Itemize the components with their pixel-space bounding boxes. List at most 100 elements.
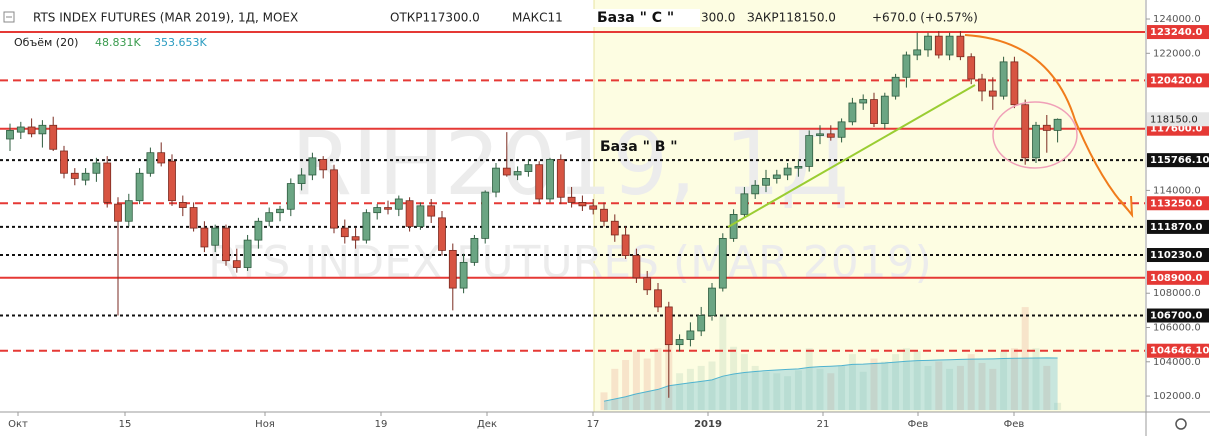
candle-body [27, 126, 36, 135]
candles [6, 31, 1062, 398]
candle-body [502, 167, 511, 176]
candle-body [697, 315, 706, 332]
volume-ma-area [604, 357, 1058, 410]
candle-body [232, 260, 241, 268]
candle-body [826, 133, 835, 138]
highlight-zone [594, 0, 1145, 412]
candle-body [157, 152, 166, 164]
candle-body [265, 212, 274, 222]
candle-body [405, 200, 414, 227]
volume-bar [816, 368, 824, 410]
collapse-icon[interactable] [3, 11, 15, 23]
trend-line [727, 84, 976, 228]
volume-bar [989, 368, 997, 410]
price-label: 110230.0 [1150, 250, 1203, 261]
candle-body [913, 49, 922, 56]
volume-bar [848, 354, 856, 410]
volume-bar [762, 371, 770, 410]
volume-bar [773, 373, 781, 410]
ohlc-change: +670.0 (+0.57%) [872, 11, 978, 25]
x-tick-label: Окт [8, 419, 28, 430]
x-tick-label: 21 [817, 419, 830, 430]
candle-body [718, 237, 727, 289]
candle-body [805, 135, 814, 167]
candle-body [459, 261, 468, 289]
candle-body [924, 35, 932, 51]
volume-bar [881, 361, 889, 410]
candle-body [513, 171, 522, 176]
x-tick-label: 15 [119, 419, 132, 430]
arrow-head [1119, 195, 1134, 219]
volume-bar [1032, 348, 1040, 410]
candle-body [427, 205, 436, 217]
price-label-box [1147, 308, 1209, 323]
x-tick-label: Фев [908, 419, 929, 430]
x-tick-label: Ноя [255, 419, 275, 430]
candle-body [438, 217, 446, 251]
volume-bar [1000, 351, 1008, 410]
candle-body [956, 35, 965, 58]
volume-bar [1010, 348, 1018, 410]
volume-bar [740, 354, 748, 410]
candle-body [1032, 124, 1040, 159]
candle-body [1053, 118, 1062, 131]
x-tick-label: Фев [1004, 419, 1025, 430]
ohlc-open: ОТКР117300.0 [390, 11, 480, 25]
ohlc-high: МАКС11 [512, 11, 563, 25]
price-label: 117600.0 [1150, 124, 1203, 135]
annotation: База " B " [600, 139, 678, 155]
candle-body [308, 157, 317, 176]
candle-body [49, 124, 58, 150]
time-axis: Окт 15 Ноя 19 Дек 17 2019 21 Фев Фев [8, 412, 1024, 430]
candle-body [945, 35, 954, 56]
candle-body [654, 289, 662, 308]
volume-bar [870, 358, 878, 410]
candle-body [589, 205, 598, 210]
price-label: 123240.0 [1150, 27, 1203, 38]
volume-bar [708, 361, 716, 410]
price-label-box [1147, 343, 1209, 358]
y-tick-label: 102000.0 [1153, 391, 1201, 402]
candle-body [384, 207, 392, 210]
candle-body [567, 196, 576, 203]
candle-body [103, 162, 112, 203]
candle-body [578, 202, 587, 207]
ohlc-close: ЗАКР118150.0 [747, 11, 836, 25]
price-label-box [1147, 270, 1209, 285]
candle-body [211, 227, 220, 246]
volume-bar [1043, 365, 1051, 410]
candle-body [675, 339, 684, 346]
candle-body [394, 198, 403, 210]
volume-bar [643, 358, 651, 410]
settings-button[interactable] [1175, 418, 1187, 430]
candle-body [891, 76, 900, 97]
candle-body [546, 159, 554, 200]
volume-pane [600, 307, 1062, 410]
candle-body [643, 277, 652, 291]
volume-bar [967, 354, 975, 410]
volume-bar [978, 362, 986, 410]
price-label-box [1147, 25, 1209, 40]
price-label: 111870.0 [1150, 222, 1203, 233]
candle-body [978, 78, 986, 92]
candle-body [535, 164, 544, 200]
candle-body [988, 90, 997, 97]
candle-body [870, 99, 878, 124]
candle-body [135, 172, 144, 202]
y-tick-label: 114000.0 [1153, 185, 1201, 196]
candle-body [492, 167, 500, 193]
last-price-box [1147, 112, 1209, 127]
candle-body [297, 174, 306, 184]
volume-bar [622, 360, 630, 410]
candle-body [81, 172, 90, 181]
y-tick-label: 122000.0 [1153, 48, 1201, 59]
candle-body [168, 160, 176, 202]
candle-body [524, 164, 533, 172]
volume-bar [784, 376, 792, 410]
volume-bar [611, 368, 619, 410]
volume-bar [956, 365, 964, 410]
ohlc-fragment: 300.0 [701, 11, 735, 25]
candle-body [880, 95, 889, 124]
candle-body [762, 178, 770, 186]
candle-body [902, 54, 911, 78]
